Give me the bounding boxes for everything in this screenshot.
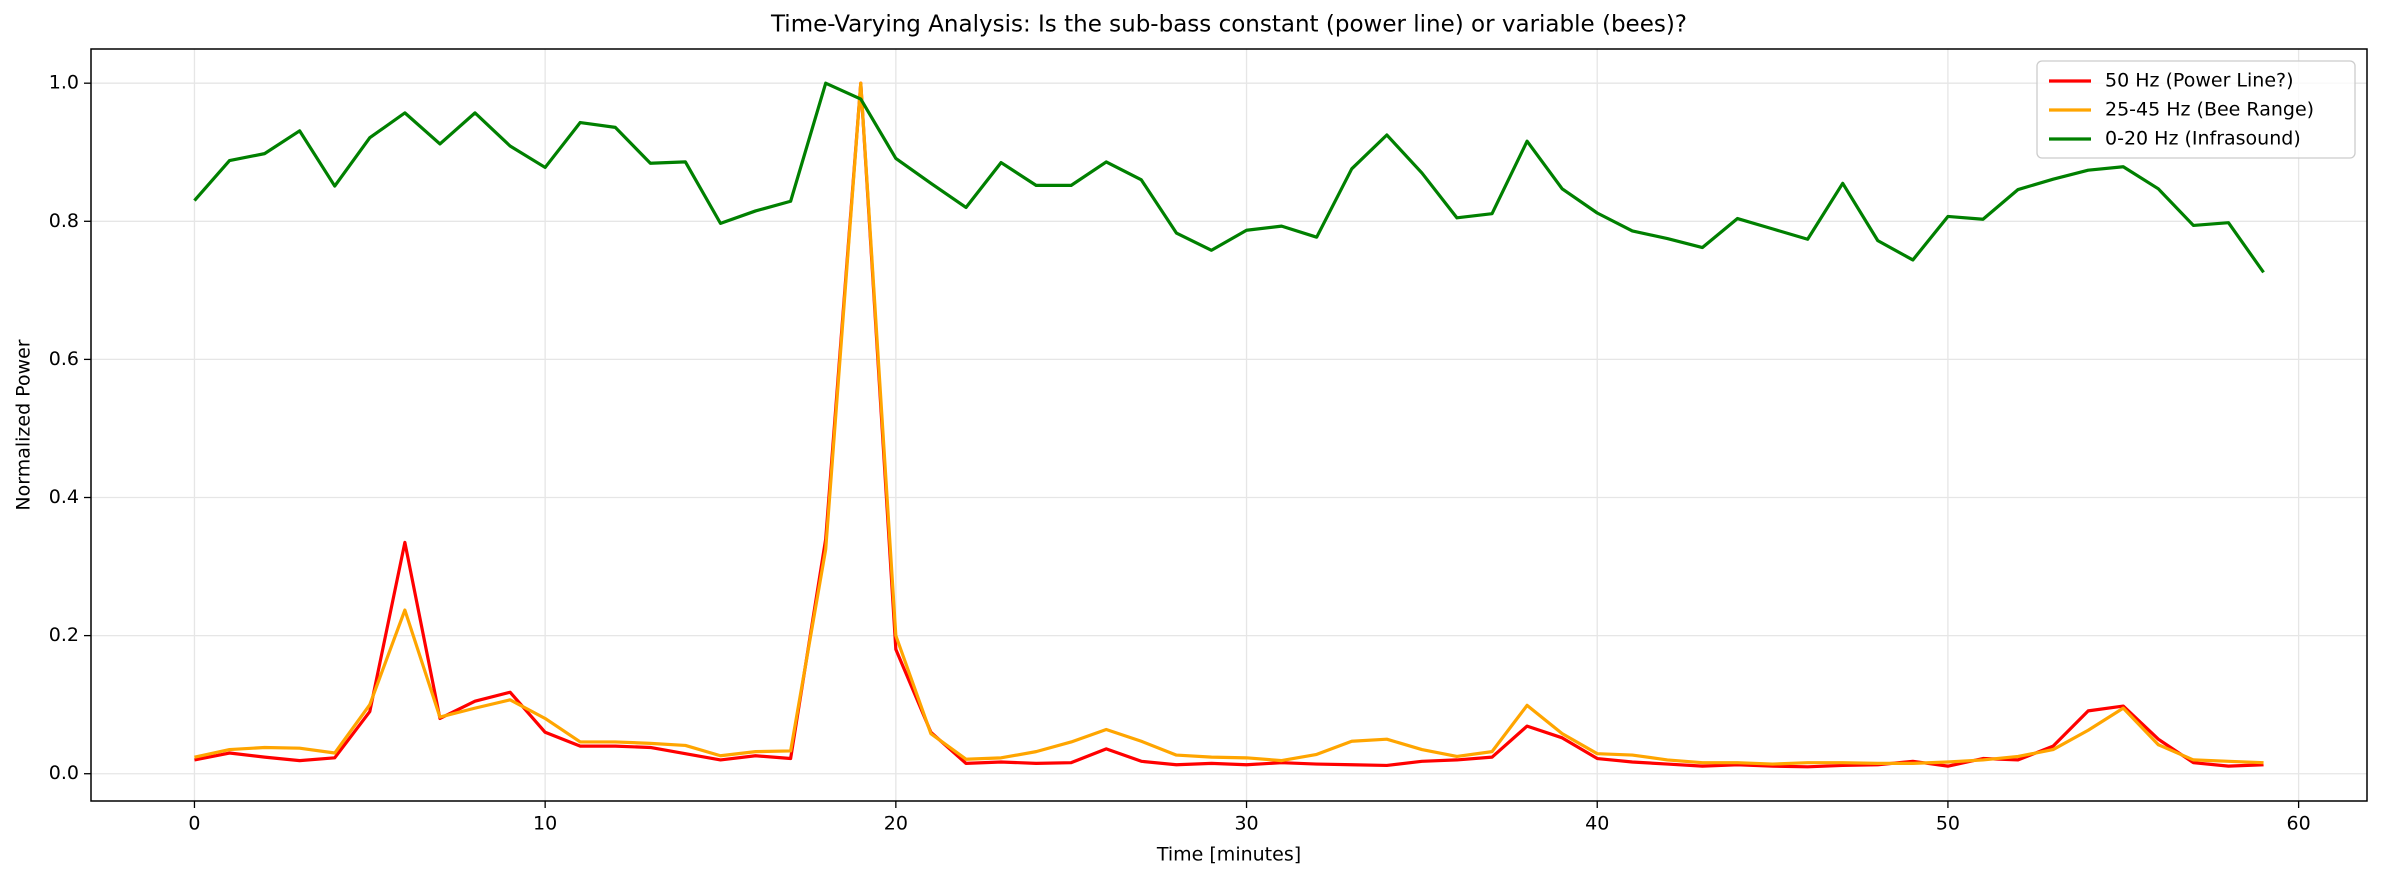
legend: 50 Hz (Power Line?) 25-45 Hz (Bee Range) 0…: [2036, 60, 2356, 159]
legend-box: [2036, 60, 2356, 159]
legend-label: 50 Hz (Power Line?): [2105, 70, 2294, 92]
x-tick-label: 50: [1936, 813, 1960, 835]
y-tick-label: 0.4: [49, 486, 79, 508]
line-series: [194, 81, 2264, 769]
x-tick-label: 40: [1585, 813, 1609, 835]
y-tick-label: 0.0: [49, 762, 79, 784]
x-axis-label: Time [minutes]: [1156, 844, 1301, 866]
legend-label: 25-45 Hz (Bee Range): [2105, 99, 2314, 121]
x-tick-label: 0: [188, 813, 200, 835]
y-tick-label: 0.6: [49, 348, 79, 370]
y-axis-label: Normalized Power: [13, 339, 35, 510]
y-tick-label: 0.2: [49, 624, 79, 646]
plot-frame: [90, 48, 2368, 802]
line-series: [194, 81, 2264, 766]
legend-label: 0-20 Hz (Infrasound): [2105, 128, 2301, 150]
y-tick-label: 1.0: [49, 72, 79, 94]
line-series: [193, 81, 2265, 274]
y-tick-label: 0.8: [49, 210, 79, 232]
x-tick-label: 10: [533, 813, 557, 835]
chart-title: Time-Varying Analysis: Is the sub-bass c…: [770, 12, 1687, 38]
x-tick-label: 60: [2287, 813, 2311, 835]
x-tick-label: 30: [1234, 813, 1258, 835]
x-tick-label: 20: [884, 813, 908, 835]
